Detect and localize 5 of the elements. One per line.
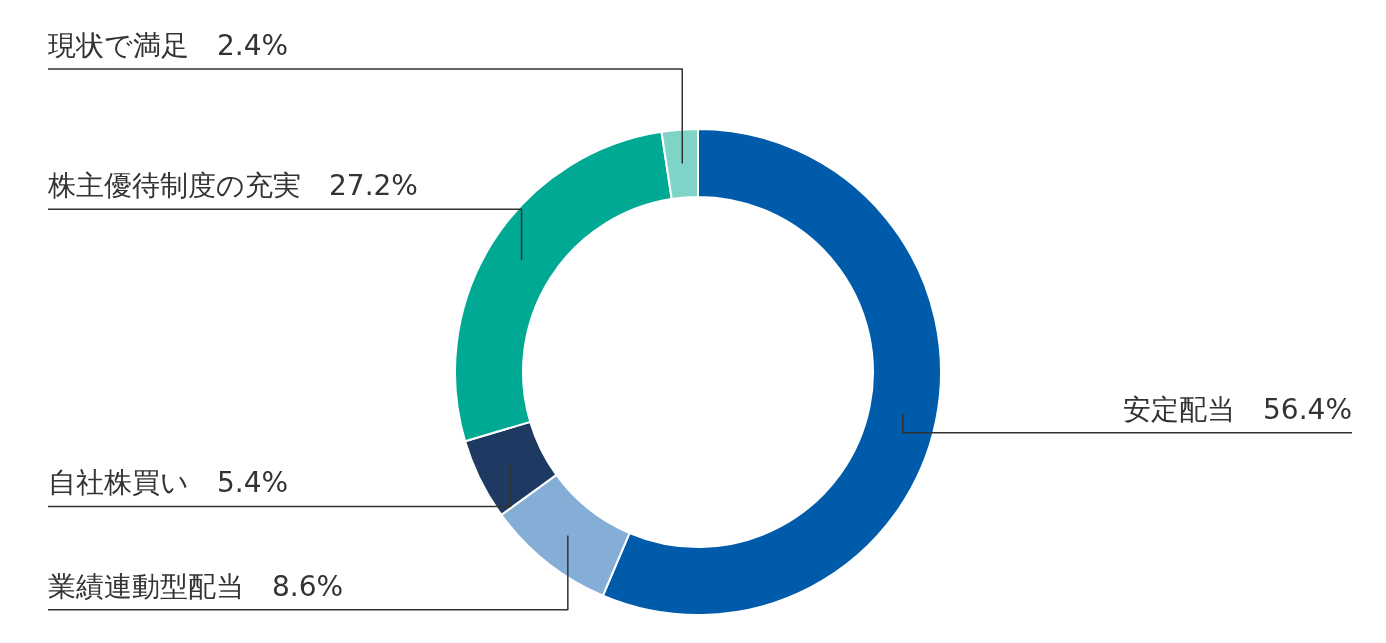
slice-label: 株主優待制度の充実 27.2%: [47, 169, 418, 203]
slice-label: 業績連動型配当 8.6%: [48, 569, 344, 603]
slice-label: 自社株買い 5.4%: [48, 466, 289, 500]
slice-label: 安定配当 56.4%: [1123, 392, 1352, 426]
slice-label: 現状で満足 2.4%: [48, 29, 289, 63]
